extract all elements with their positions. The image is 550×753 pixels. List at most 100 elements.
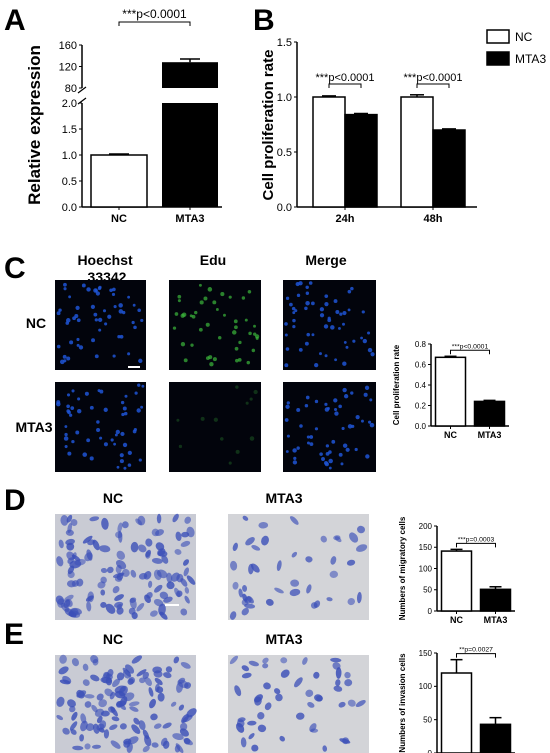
stained-cell	[139, 677, 146, 684]
cell-nucleus	[96, 420, 100, 424]
y-tick-label: 100	[419, 682, 433, 691]
cell-nucleus	[247, 290, 252, 294]
stained-cell	[306, 584, 312, 594]
stained-cell	[133, 717, 140, 725]
cell-nucleus	[63, 282, 67, 287]
stained-cell	[280, 669, 290, 678]
cell-nucleus	[367, 331, 371, 335]
bar-nc	[440, 672, 473, 753]
cell-nucleus	[234, 325, 238, 330]
cell-nucleus	[314, 362, 319, 368]
cell-nucleus	[235, 358, 239, 363]
cell-nucleus	[110, 438, 114, 442]
stained-cell	[330, 657, 342, 663]
stained-cell	[119, 723, 127, 730]
stained-cell	[151, 557, 163, 564]
cell-nucleus	[292, 448, 297, 453]
cell-nucleus	[103, 407, 108, 412]
cell-nucleus	[284, 363, 289, 368]
stained-cell	[82, 679, 90, 686]
significance-label: ***p=0.0003	[458, 536, 495, 543]
stained-cell	[332, 662, 341, 670]
panel-c-col-header-2: Edu	[200, 252, 226, 268]
cell-nucleus	[299, 424, 303, 428]
significance-bracket	[118, 21, 191, 26]
cell-nucleus	[89, 456, 94, 461]
stained-cell	[116, 672, 125, 681]
stained-cell	[112, 586, 120, 594]
cell-nucleus	[249, 436, 255, 441]
stained-cell	[145, 551, 151, 559]
stained-cell	[183, 737, 191, 745]
stained-cell	[71, 711, 78, 721]
cell-nucleus	[75, 305, 80, 310]
cell-nucleus	[116, 465, 120, 469]
axis-break-mark	[77, 86, 87, 94]
stained-cell	[137, 515, 146, 526]
chart-b: 0.0 0.5 1.0 1.5 24h ***p<0.0001 48h ***p<0.0001…	[260, 37, 477, 225]
panel-letter-e: E	[4, 618, 24, 651]
stained-cell	[91, 704, 98, 713]
cell-nucleus	[293, 456, 297, 460]
cell-nucleus	[342, 310, 347, 316]
stained-cell	[179, 722, 188, 731]
panel-c-row-label-mta3: MTA3	[15, 419, 52, 435]
stained-cell	[67, 699, 76, 708]
stained-cell	[258, 521, 269, 529]
cell-nucleus	[82, 452, 88, 457]
cell-nucleus	[308, 281, 313, 285]
stained-cell	[111, 716, 120, 722]
stained-cell	[180, 540, 191, 547]
cell-nucleus	[137, 308, 141, 313]
cell-nucleus	[97, 389, 101, 393]
stained-cell	[245, 537, 255, 546]
stained-cell	[114, 594, 125, 602]
stained-cell	[103, 729, 110, 739]
bar-mta3	[479, 723, 512, 753]
cell-nucleus	[122, 406, 127, 411]
y-axis-label: Cell proliferation rate	[392, 344, 401, 425]
stained-cell	[176, 590, 183, 597]
cell-nucleus	[124, 394, 128, 398]
stained-cell	[116, 700, 123, 708]
stained-cell	[136, 602, 145, 612]
stained-cell	[154, 683, 160, 693]
stained-cell	[86, 549, 93, 561]
cell-nucleus	[115, 429, 120, 435]
stained-cell	[262, 657, 269, 664]
cell-nucleus	[178, 444, 183, 449]
cell-nucleus	[56, 344, 61, 349]
y-tick-label: 0.5	[62, 176, 77, 188]
cell-nucleus	[58, 308, 62, 312]
cell-nucleus	[347, 308, 351, 312]
stained-cell	[142, 745, 150, 753]
cell-nucleus	[66, 356, 71, 361]
stained-cell	[176, 573, 184, 583]
stained-cell	[247, 720, 257, 726]
cell-nucleus	[112, 287, 116, 292]
bar-nc-24h	[312, 96, 346, 208]
significance-bracket	[328, 83, 362, 88]
significance-label: ***p<0.0001	[122, 7, 187, 21]
micrograph-nc-2	[169, 280, 261, 370]
panel-d-images	[55, 513, 369, 620]
stained-cell	[248, 563, 254, 575]
stained-cell	[70, 519, 78, 526]
y-axis-label: Relative expression	[25, 45, 44, 205]
cell-nucleus	[241, 296, 246, 300]
significance-label: ***p<0.0001	[452, 343, 489, 350]
cell-nucleus	[342, 322, 345, 326]
stained-cell	[87, 539, 95, 546]
cell-nucleus	[251, 348, 256, 353]
stained-cell	[257, 712, 265, 720]
stained-cell	[241, 607, 249, 616]
cell-nucleus	[311, 333, 315, 337]
stained-cell	[67, 570, 75, 579]
y-tick-label: 0.4	[415, 381, 427, 390]
cell-nucleus	[112, 354, 116, 358]
chart-b-legend: NC MTA3	[486, 29, 546, 66]
stained-cell	[313, 671, 320, 679]
cell-nucleus	[295, 281, 300, 287]
stained-cell	[100, 589, 106, 596]
